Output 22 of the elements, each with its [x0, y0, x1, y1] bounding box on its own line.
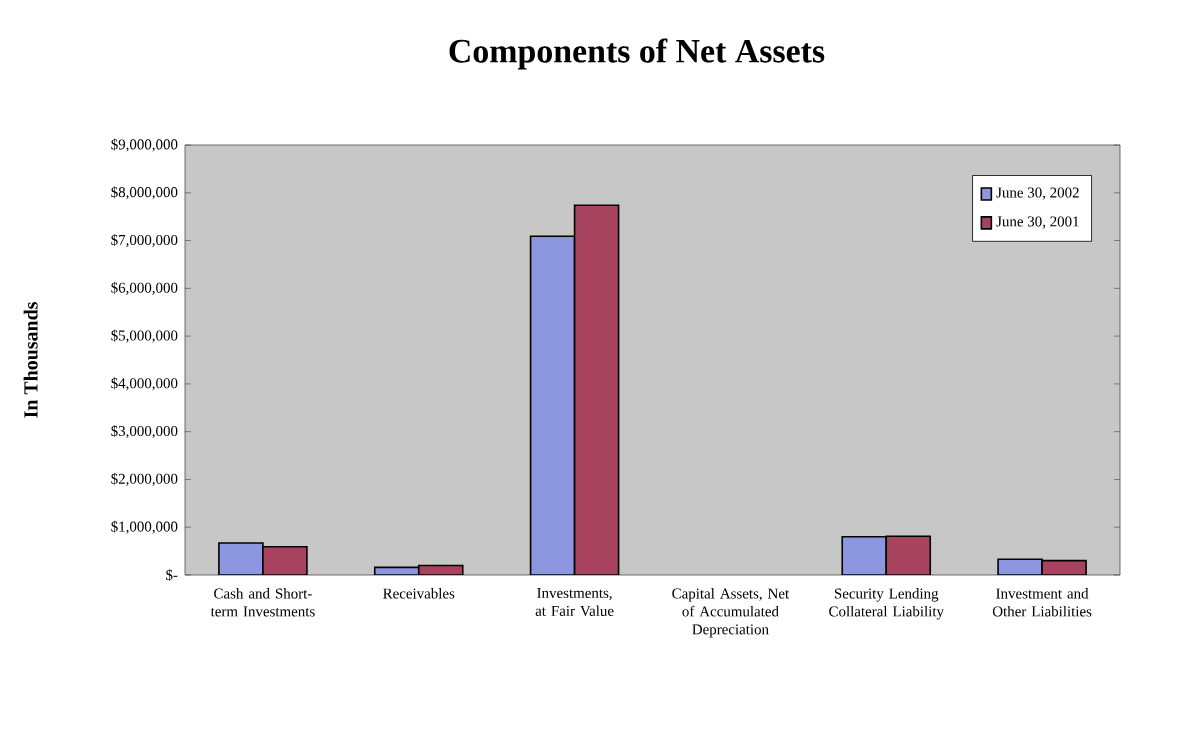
y-axis-title: In Thousands — [23, 302, 38, 418]
bar — [841, 535, 888, 575]
y-tick-label: $- — [166, 569, 178, 581]
y-tick-label: $4,000,000 — [111, 377, 178, 391]
chart-title: Components of Net Assets — [449, 38, 825, 70]
x-tick-label: Investment and Other Liabilities — [992, 588, 1092, 617]
x-tick-label: Receivables — [383, 588, 455, 599]
y-tick-label: $5,000,000 — [111, 329, 178, 343]
legend-label: June 30, 2001 — [996, 216, 1079, 229]
y-tick-label: $8,000,000 — [111, 186, 178, 200]
legend-label: June 30, 2002 — [996, 187, 1079, 200]
y-tick-label: $6,000,000 — [111, 281, 178, 295]
y-tick-label: $3,000,000 — [111, 425, 178, 439]
x-tick-label: Security Lending Collateral Liability — [829, 588, 944, 620]
y-tick-label: $7,000,000 — [111, 234, 178, 248]
y-tick-label: $1,000,000 — [111, 520, 178, 534]
bar — [529, 235, 576, 575]
x-tick-label: Investments, at Fair Value — [535, 588, 614, 616]
x-tick-label: Cash and Short-term Investments — [210, 588, 315, 617]
x-tick-label: Capital Assets, Net of Accumulated Depreciation — [672, 588, 790, 638]
y-tick-label: $9,000,000 — [111, 138, 178, 152]
y-tick-label: $2,000,000 — [111, 472, 178, 487]
